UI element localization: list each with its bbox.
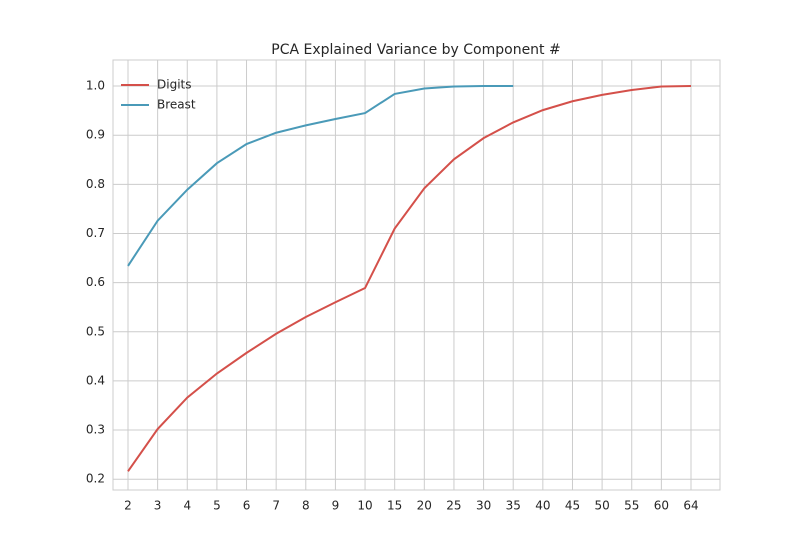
x-tick-label: 50 [594,499,609,513]
y-tick-label: 0.8 [86,177,105,191]
x-tick-label: 9 [332,499,340,513]
x-tick-label: 30 [476,499,491,513]
x-tick-label: 3 [154,499,162,513]
x-tick-label: 55 [624,499,639,513]
x-tick-label: 2 [124,499,132,513]
x-tick-label: 20 [417,499,432,513]
x-tick-label: 60 [654,499,669,513]
x-tick-label: 5 [213,499,221,513]
x-tick-label: 35 [506,499,521,513]
x-tick-label: 10 [357,499,372,513]
x-tick-label: 45 [565,499,580,513]
y-tick-label: 0.6 [86,275,105,289]
legend-label: Digits [157,78,191,92]
y-tick-label: 0.2 [86,472,105,486]
x-tick-label: 6 [243,499,251,513]
x-tick-label: 25 [446,499,461,513]
x-tick-label: 40 [535,499,550,513]
series-line [127,85,692,472]
legend-label: Breast [157,98,196,112]
y-tick-label: 0.9 [86,128,105,142]
x-tick-label: 64 [683,499,698,513]
series-line [127,85,514,267]
y-tick-label: 0.7 [86,226,105,240]
x-tick-label: 4 [183,499,191,513]
y-tick-label: 0.5 [86,324,105,338]
y-tick-label: 1.0 [86,79,105,93]
y-tick-label: 0.4 [86,373,105,387]
x-tick-label: 15 [387,499,402,513]
x-tick-label: 7 [272,499,280,513]
y-tick-label: 0.3 [86,423,105,437]
chart-title: PCA Explained Variance by Component # [271,42,560,58]
plot-frame [112,59,721,491]
x-tick-label: 8 [302,499,310,513]
